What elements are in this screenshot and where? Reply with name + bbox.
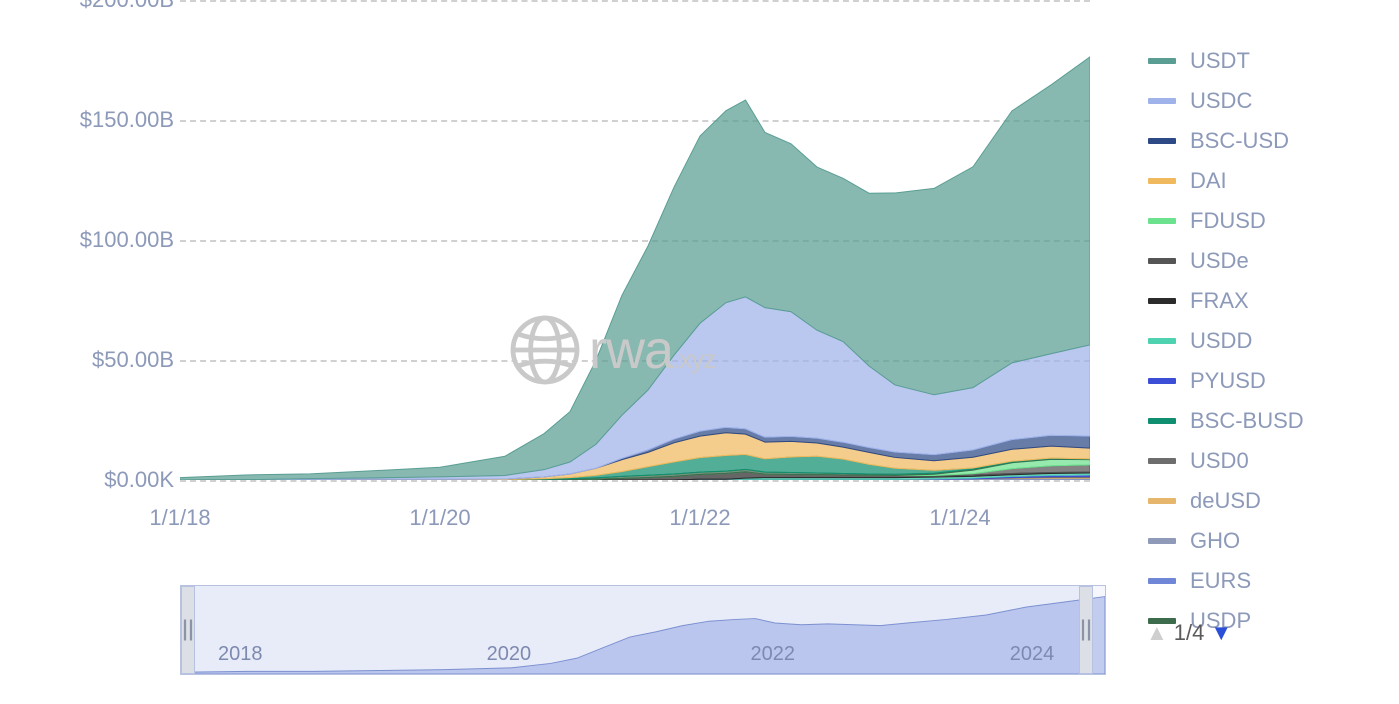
legend-label: EURS: [1190, 568, 1251, 594]
legend-label: DAI: [1190, 168, 1227, 194]
legend-item-EURS[interactable]: EURS: [1148, 568, 1388, 594]
legend-swatch: [1148, 498, 1176, 504]
legend: USDT USDC BSC-USD DAI FDUSD USDe FRAX USDD PYUSD…: [1148, 48, 1388, 648]
legend-item-USDe[interactable]: USDe: [1148, 248, 1388, 274]
pager-total: 4: [1192, 620, 1204, 646]
legend-item-USDT[interactable]: USDT: [1148, 48, 1388, 74]
legend-swatch: [1148, 258, 1176, 264]
legend-swatch: [1148, 58, 1176, 64]
chart-container: $0.00K $50.00B $100.00B $150.00B $200.00B 1/…: [0, 0, 1399, 704]
navigator-year-label: 2018: [218, 643, 263, 666]
legend-item-BSC-USD[interactable]: BSC-USD: [1148, 128, 1388, 154]
y-axis-label: $50.00B: [92, 347, 174, 373]
legend-label: USDe: [1190, 248, 1249, 274]
legend-swatch: [1148, 338, 1176, 344]
legend-label: USD0: [1190, 448, 1249, 474]
x-axis-label: 1/1/20: [409, 505, 470, 531]
legend-swatch: [1148, 538, 1176, 544]
navigator-year-label: 2024: [1010, 643, 1055, 666]
legend-swatch: [1148, 98, 1176, 104]
gridline: [180, 480, 1090, 482]
legend-item-USDC[interactable]: USDC: [1148, 88, 1388, 114]
legend-item-USDD[interactable]: USDD: [1148, 328, 1388, 354]
legend-item-FRAX[interactable]: FRAX: [1148, 288, 1388, 314]
range-navigator[interactable]: 2018 2020 2022 2024: [180, 585, 1106, 675]
navigator-handle-left[interactable]: [181, 586, 195, 674]
legend-item-DAI[interactable]: DAI: [1148, 168, 1388, 194]
x-axis-label: 1/1/22: [669, 505, 730, 531]
legend-label: USDC: [1190, 88, 1252, 114]
main-chart[interactable]: [180, 0, 1090, 480]
legend-label: FRAX: [1190, 288, 1249, 314]
navigator-handle-right[interactable]: [1079, 586, 1093, 674]
legend-swatch: [1148, 138, 1176, 144]
legend-swatch: [1148, 378, 1176, 384]
navigator-year-label: 2020: [487, 643, 532, 666]
legend-swatch: [1148, 178, 1176, 184]
y-axis-label: $200.00B: [80, 0, 174, 13]
y-axis-label: $100.00B: [80, 227, 174, 253]
x-axis-label: 1/1/18: [149, 505, 210, 531]
x-axis-label: 1/1/24: [929, 505, 990, 531]
y-axis-label: $0.00K: [104, 467, 174, 493]
legend-label: USDT: [1190, 48, 1250, 74]
legend-label: FDUSD: [1190, 208, 1266, 234]
y-axis-label: $150.00B: [80, 107, 174, 133]
legend-label: deUSD: [1190, 488, 1261, 514]
legend-swatch: [1148, 218, 1176, 224]
legend-item-deUSD[interactable]: deUSD: [1148, 488, 1388, 514]
pager-prev-icon: ▲: [1146, 620, 1168, 646]
legend-pager: ▲ 1/4 ▼: [1140, 620, 1238, 646]
pager-current: 1: [1174, 620, 1186, 646]
legend-label: PYUSD: [1190, 368, 1266, 394]
legend-item-PYUSD[interactable]: PYUSD: [1148, 368, 1388, 394]
navigator-year-label: 2022: [750, 643, 795, 666]
legend-item-FDUSD[interactable]: FDUSD: [1148, 208, 1388, 234]
legend-swatch: [1148, 578, 1176, 584]
legend-item-BSC-BUSD[interactable]: BSC-BUSD: [1148, 408, 1388, 434]
legend-label: BSC-USD: [1190, 128, 1289, 154]
legend-label: GHO: [1190, 528, 1240, 554]
legend-label: BSC-BUSD: [1190, 408, 1304, 434]
legend-swatch: [1148, 298, 1176, 304]
legend-swatch: [1148, 418, 1176, 424]
legend-label: USDD: [1190, 328, 1252, 354]
pager-next-icon[interactable]: ▼: [1210, 620, 1232, 646]
legend-item-USD0[interactable]: USD0: [1148, 448, 1388, 474]
legend-item-GHO[interactable]: GHO: [1148, 528, 1388, 554]
legend-swatch: [1148, 458, 1176, 464]
navigator-selection[interactable]: [195, 586, 1079, 674]
